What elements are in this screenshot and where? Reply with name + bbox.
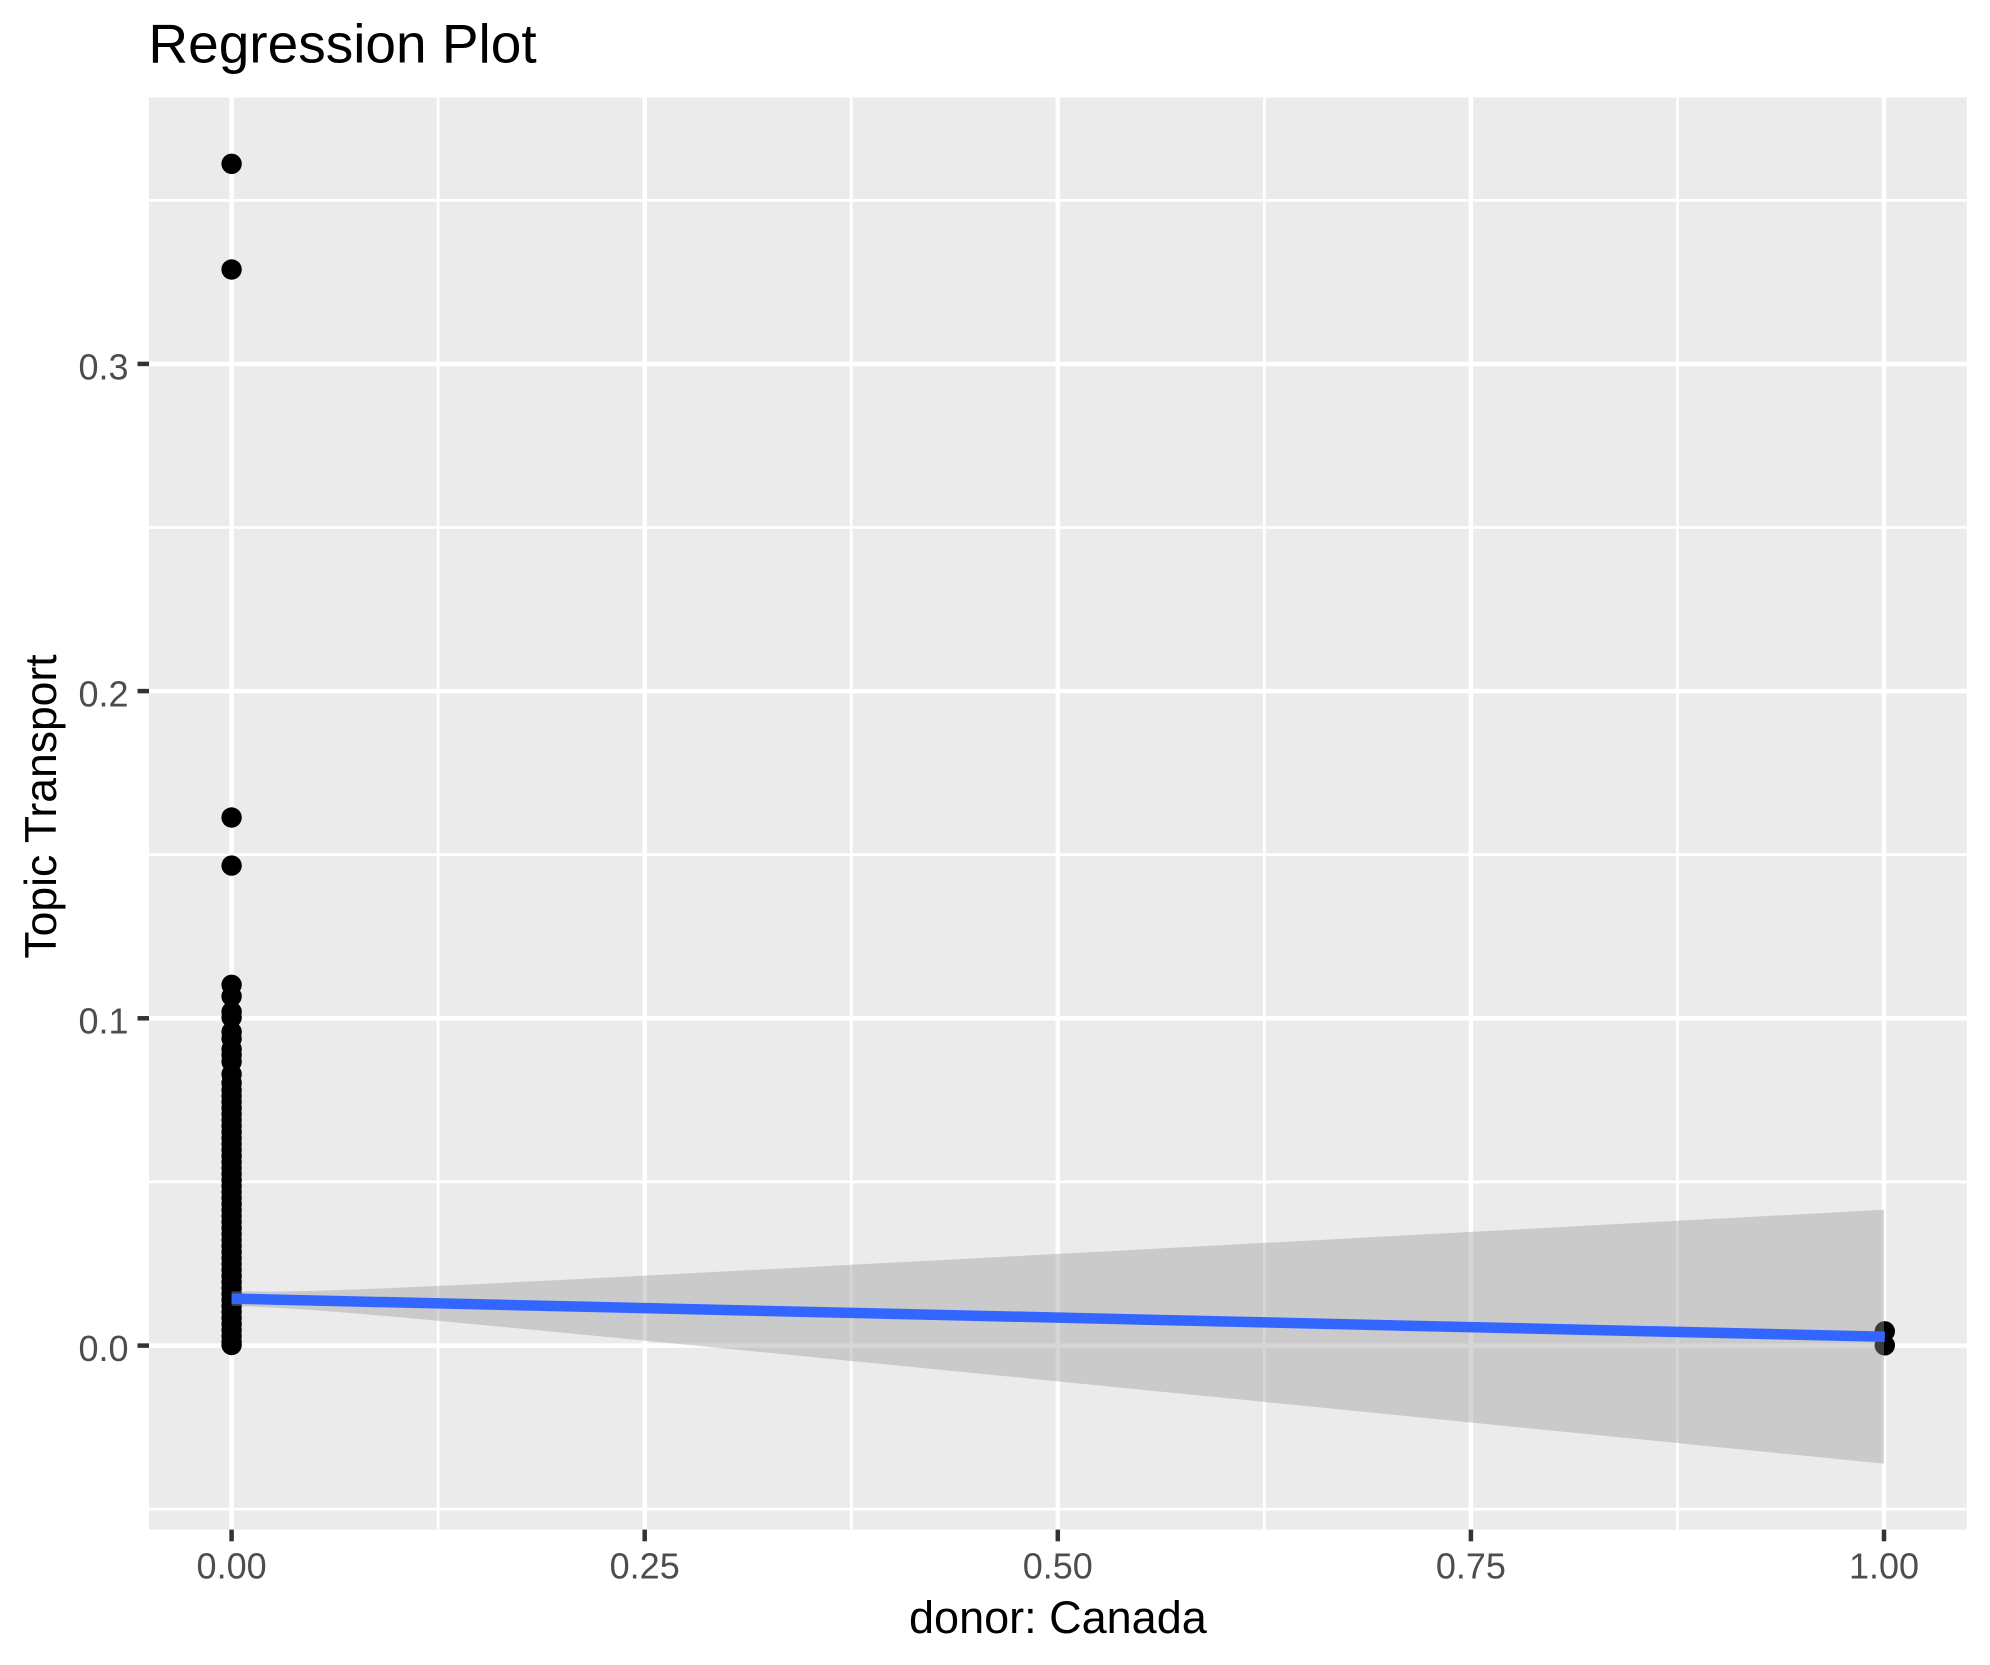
svg-text:0.0: 0.0 <box>78 1328 128 1369</box>
svg-text:Regression Plot: Regression Plot <box>148 12 536 74</box>
svg-text:donor: Canada: donor: Canada <box>909 1592 1208 1643</box>
svg-text:0.25: 0.25 <box>610 1545 680 1586</box>
svg-text:1.00: 1.00 <box>1849 1545 1919 1586</box>
svg-text:0.3: 0.3 <box>78 346 128 387</box>
svg-text:0.50: 0.50 <box>1023 1545 1093 1586</box>
svg-text:Topic Transport: Topic Transport <box>17 654 66 959</box>
svg-text:0.1: 0.1 <box>78 1001 128 1042</box>
svg-text:0.2: 0.2 <box>78 674 128 715</box>
svg-text:0.00: 0.00 <box>197 1545 267 1586</box>
svg-text:0.75: 0.75 <box>1436 1545 1506 1586</box>
